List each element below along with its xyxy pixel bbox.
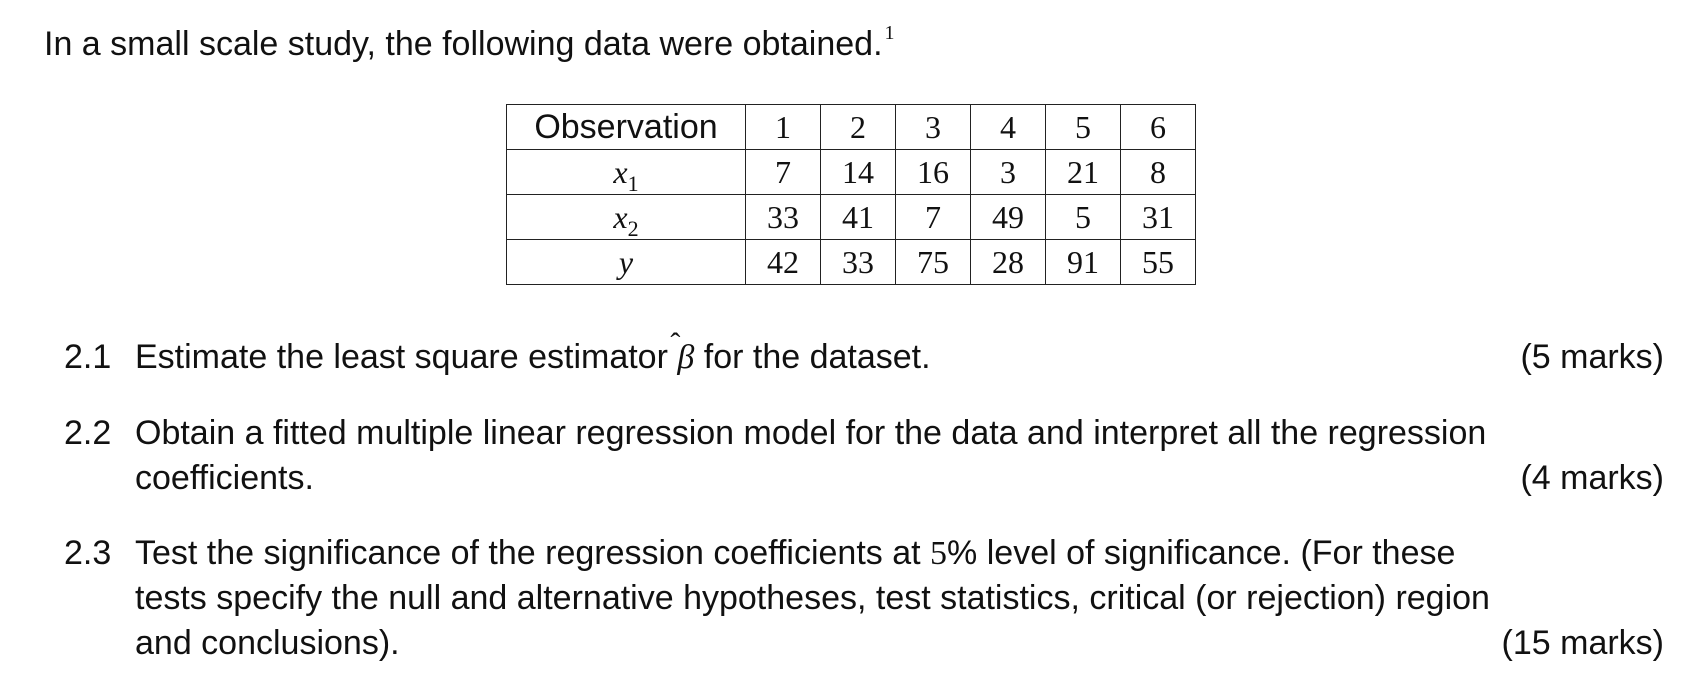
table-cell: 41	[820, 194, 896, 240]
table-cell: 21	[1045, 149, 1121, 195]
table-cell: 14	[820, 149, 896, 195]
table-cell: 1	[745, 104, 821, 150]
table-cell: 6	[1120, 104, 1196, 150]
row-label-x1: x1	[506, 149, 746, 195]
table-cell: 31	[1120, 194, 1196, 240]
table-cell: 33	[820, 239, 896, 285]
table-cell: 33	[745, 194, 821, 240]
question-text-line: Obtain a fitted multiple linear regressi…	[135, 414, 1487, 452]
question-marks: (5 marks)	[1520, 338, 1664, 376]
question-number: 2.1	[64, 338, 112, 376]
question-marks: (4 marks)	[1520, 459, 1664, 497]
question-text-line: coefficients.	[135, 459, 314, 497]
table-cell: 2	[820, 104, 896, 150]
question-2-3: 2.3 Test the significance of the regress…	[64, 531, 1664, 666]
table-header-row: Observation 1 2 3 4 5 6	[506, 104, 1196, 150]
table-cell: 3	[970, 149, 1046, 195]
table-cell: 3	[895, 104, 971, 150]
table-cell: 28	[970, 239, 1046, 285]
question-number: 2.3	[64, 534, 112, 572]
beta-hat-symbol: ̂β	[677, 339, 695, 376]
question-2-2: 2.2 Obtain a fitted multiple linear regr…	[64, 411, 1664, 501]
table-cell: 4	[970, 104, 1046, 150]
table-cell: 8	[1120, 149, 1196, 195]
table-row: x2 33 41 7 49 5 31	[506, 194, 1196, 240]
question-text-line: tests specify the null and alternative h…	[135, 579, 1490, 617]
table-cell: 75	[895, 239, 971, 285]
row-label-x2: x2	[506, 194, 746, 240]
table-cell: 55	[1120, 239, 1196, 285]
footnote-mark: 1	[884, 22, 895, 44]
table-cell: 5	[1045, 194, 1121, 240]
question-2-1: 2.1 Estimate the least square estimator …	[64, 335, 1664, 380]
question-text: Estimate the least square estimator ̂β f…	[135, 335, 1664, 380]
table-row: y 42 33 75 28 91 55	[506, 239, 1196, 285]
data-table: Observation 1 2 3 4 5 6 x1 7 14 16 3 21 …	[506, 104, 1196, 285]
question-number: 2.2	[64, 414, 112, 452]
question-text-line: and conclusions).	[135, 624, 400, 662]
table-cell: 16	[895, 149, 971, 195]
table-row: x1 7 14 16 3 21 8	[506, 149, 1196, 195]
table-cell: 7	[895, 194, 971, 240]
table-cell: 7	[745, 149, 821, 195]
question-marks: (15 marks)	[1501, 624, 1664, 662]
intro-paragraph: In a small scale study, the following da…	[44, 22, 895, 66]
table-cell: 91	[1045, 239, 1121, 285]
row-label-y: y	[506, 239, 746, 285]
table-cell: 42	[745, 239, 821, 285]
intro-text: In a small scale study, the following da…	[44, 25, 883, 63]
question-text-line: Test the significance of the regression …	[135, 534, 1456, 572]
header-observation: Observation	[506, 104, 746, 150]
table-cell: 5	[1045, 104, 1121, 150]
table-cell: 49	[970, 194, 1046, 240]
